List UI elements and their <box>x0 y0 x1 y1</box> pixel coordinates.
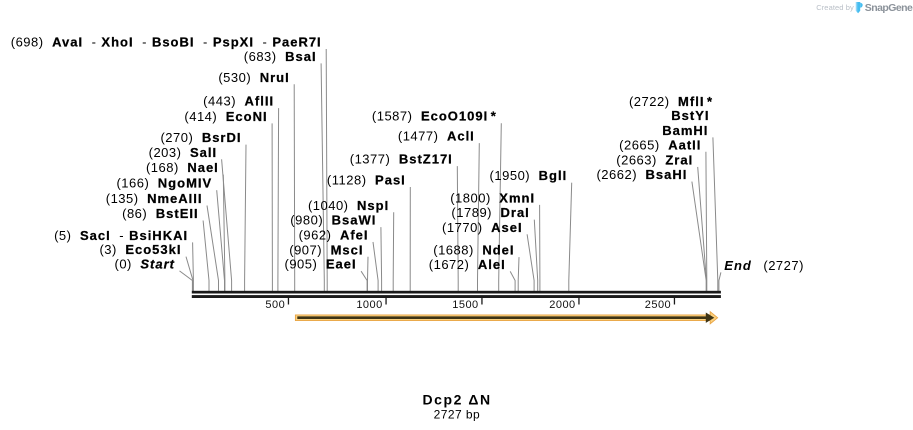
svg-text:(698)AvaI-XhoI-BsoBI-PspXI-Pae: (698) AvaI - XhoI - BsoBI - PspXI - PaeR7I <box>11 35 322 50</box>
svg-text:(1789)DraI: (1789) DraI <box>451 205 529 220</box>
svg-text:(0)Start: (0) Start <box>114 256 175 271</box>
svg-text:500: 500 <box>265 299 285 311</box>
svg-text:SnapGene: SnapGene <box>865 2 913 14</box>
svg-text:(530)NruI: (530) NruI <box>218 70 289 85</box>
svg-text:(1800)XmnI: (1800) XmnI <box>450 190 535 205</box>
svg-text:(443)AflII: (443) AflII <box>203 94 274 109</box>
svg-text:(1377)BstZ17I: (1377) BstZ17I <box>350 152 453 167</box>
svg-text:(1040)NspI: (1040) NspI <box>308 198 389 213</box>
svg-text:2727 bp: 2727 bp <box>434 407 481 421</box>
svg-text:(907)MscI: (907) MscI <box>289 242 363 257</box>
svg-text:(1950)BglI: (1950) BglI <box>490 168 568 183</box>
svg-text:Created by: Created by <box>816 3 854 12</box>
svg-text:(135)NmeAIII: (135) NmeAIII <box>106 191 203 206</box>
svg-text:(905)EaeI: (905) EaeI <box>284 257 356 272</box>
svg-text:2500: 2500 <box>645 299 671 311</box>
svg-text:(683)BsaI: (683) BsaI <box>244 49 317 64</box>
svg-text:(962)AfeI: (962) AfeI <box>299 228 369 243</box>
svg-text:(5)SacI-BsiHKAI: (5) SacI - BsiHKAI <box>54 228 188 243</box>
svg-text:(270)BsrDI: (270) BsrDI <box>160 130 241 145</box>
svg-text:BstYI: BstYI <box>671 108 709 123</box>
svg-text:1000: 1000 <box>356 299 382 311</box>
svg-text:(3)Eco53kI: (3) Eco53kI <box>99 242 181 257</box>
svg-text:(2663)ZraI: (2663) ZraI <box>616 152 693 167</box>
svg-text:(86)BstEII: (86) BstEII <box>122 206 198 221</box>
svg-text:Dcp2 ΔN: Dcp2 ΔN <box>423 392 492 408</box>
svg-text:(1587)EcoO109I*: (1587) EcoO109I * <box>372 109 497 124</box>
svg-text:(1688)NdeI: (1688) NdeI <box>433 243 514 258</box>
svg-text:(2662)BsaHI: (2662) BsaHI <box>596 167 687 182</box>
svg-text:(203)SalI: (203) SalI <box>149 145 217 160</box>
svg-text:2000: 2000 <box>549 299 575 311</box>
svg-text:(414)EcoNI: (414) EcoNI <box>184 109 267 124</box>
svg-text:(1128)PasI: (1128) PasI <box>327 173 406 188</box>
svg-text:BamHI: BamHI <box>662 123 708 138</box>
svg-text:End(2727): End (2727) <box>724 258 804 273</box>
svg-text:(980)BsaWI: (980) BsaWI <box>290 213 376 228</box>
svg-text:(168)NaeI: (168) NaeI <box>146 160 219 175</box>
svg-text:1500: 1500 <box>452 299 478 311</box>
svg-text:(2665)AatII: (2665) AatII <box>619 137 701 152</box>
svg-text:(1770)AseI: (1770) AseI <box>442 220 523 235</box>
svg-text:(1477)AclI: (1477) AclI <box>398 129 475 144</box>
svg-text:(1672)AleI: (1672) AleI <box>429 257 506 272</box>
svg-text:(2722)MflI*: (2722) MflI * <box>629 94 713 109</box>
svg-text:(166)NgoMIV: (166) NgoMIV <box>116 176 212 191</box>
